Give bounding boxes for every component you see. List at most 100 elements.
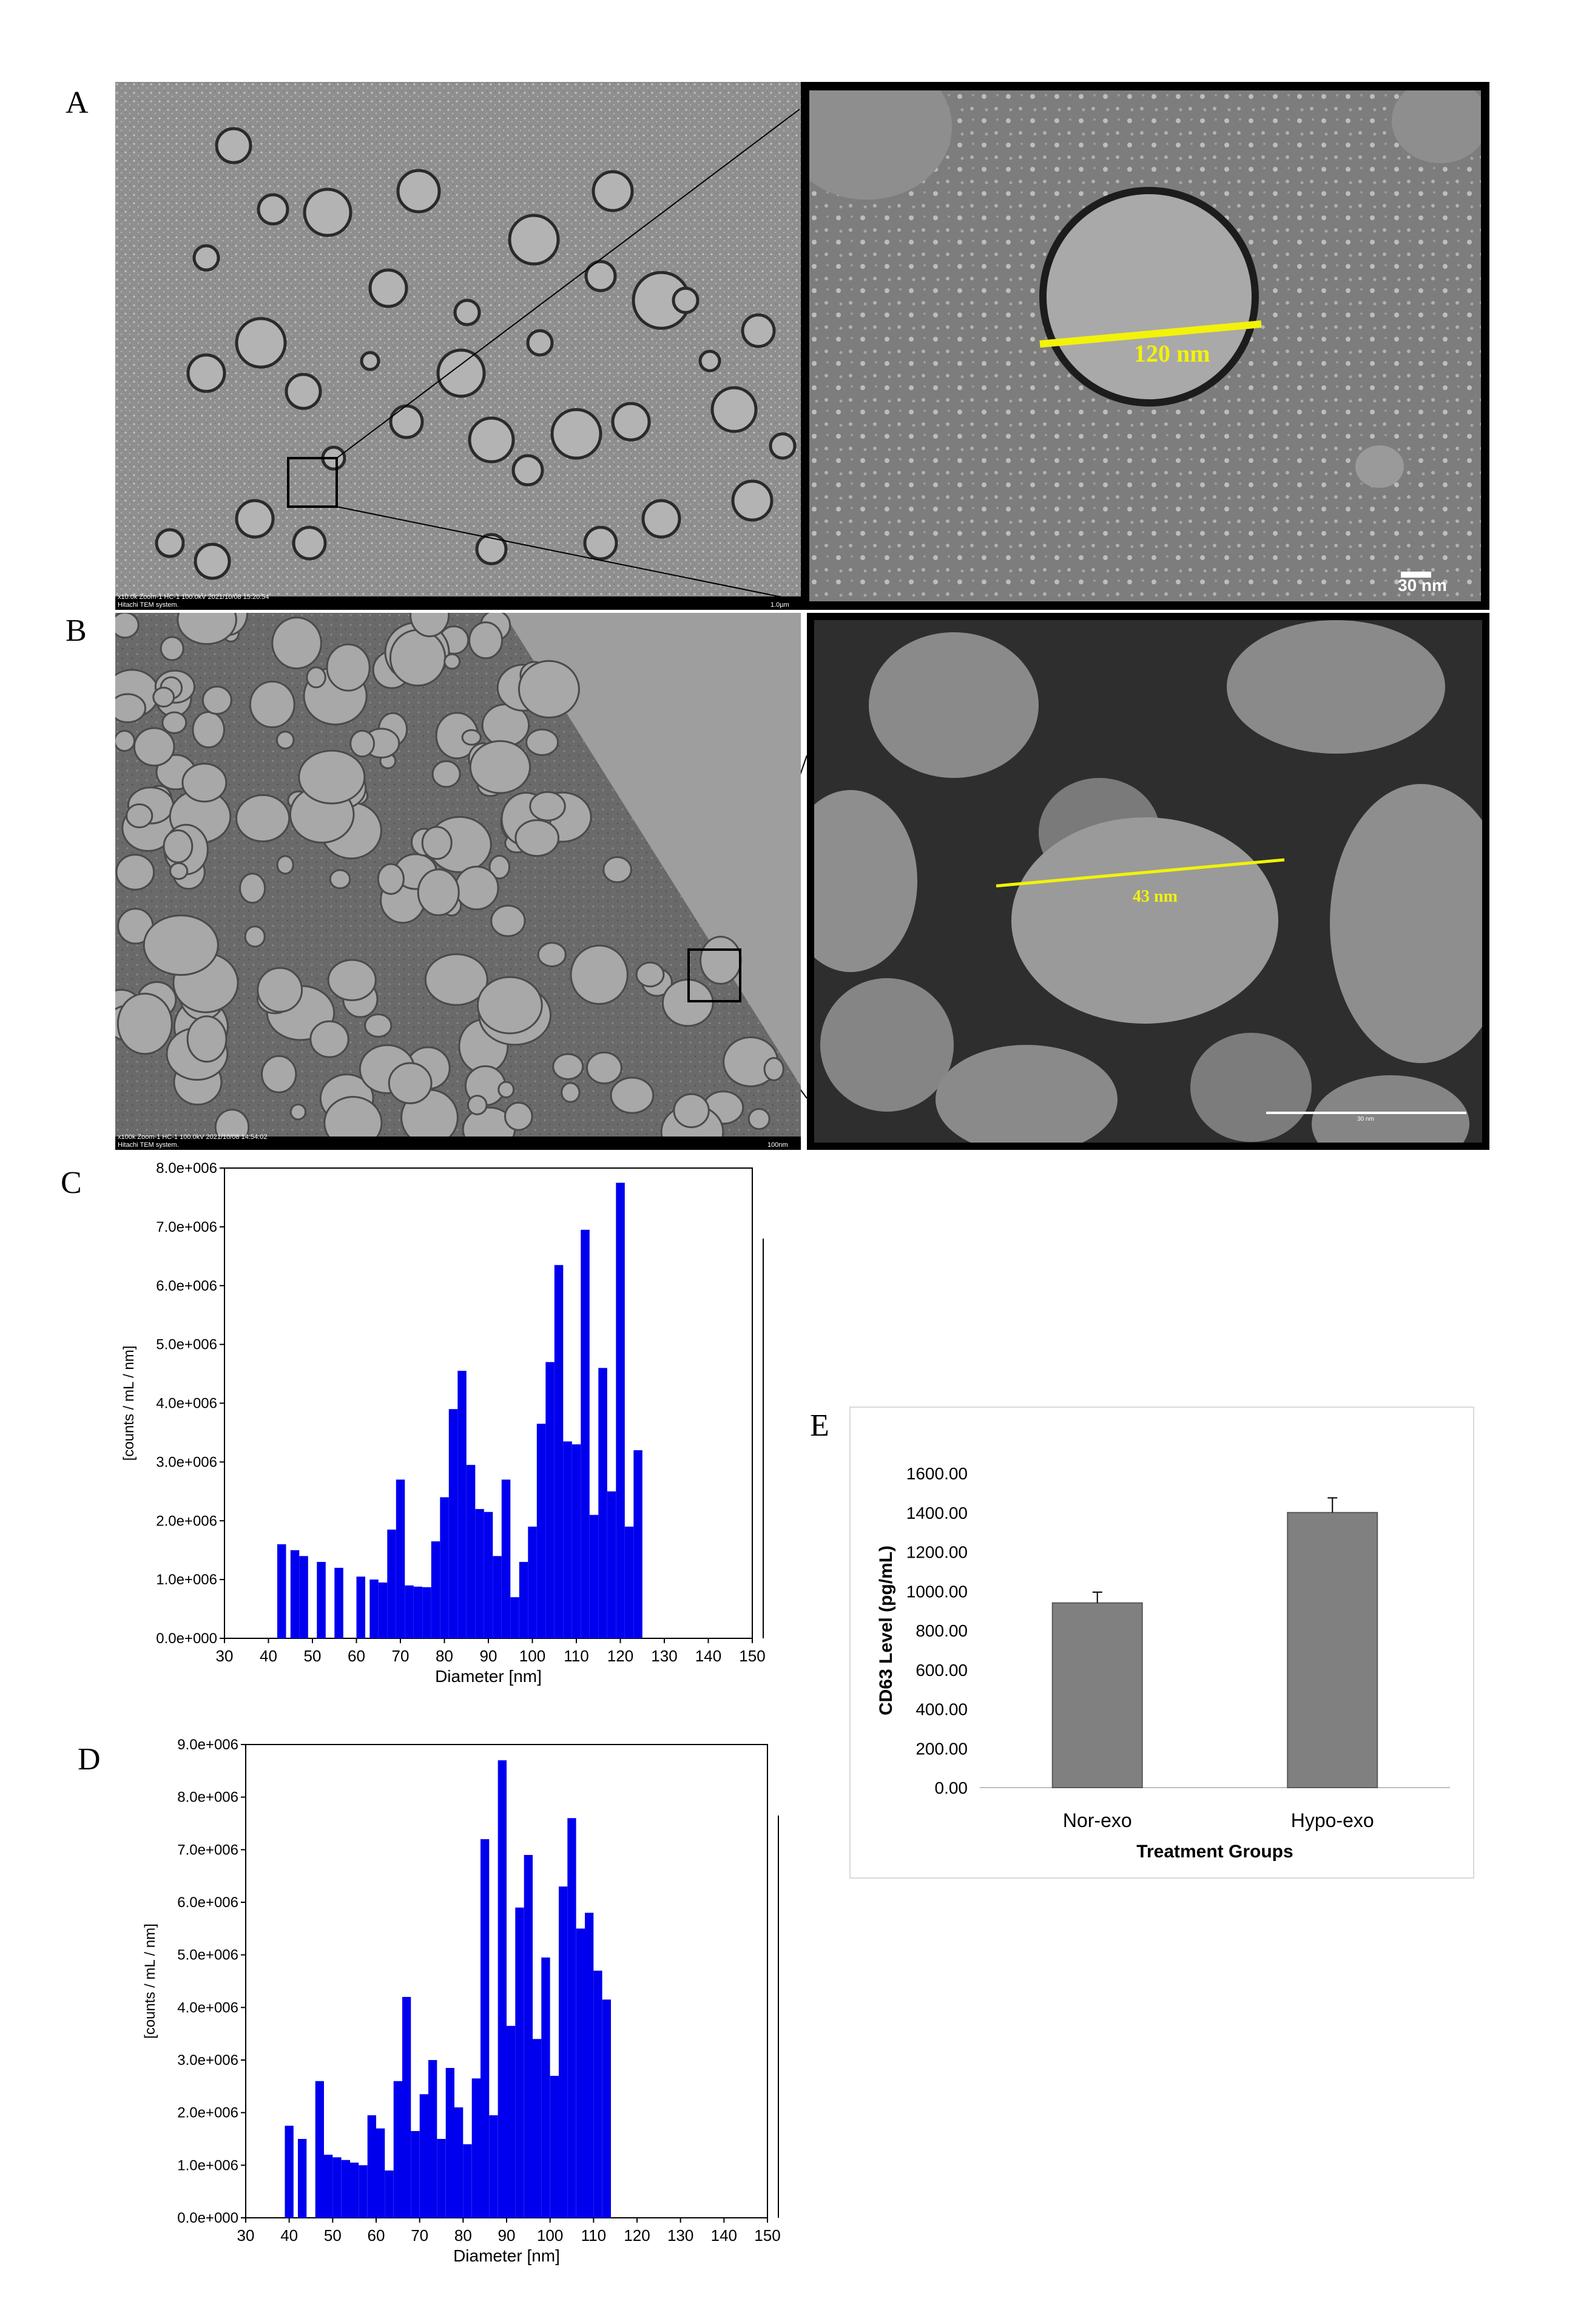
chart-d-xtick-label-0: 30 bbox=[237, 2226, 255, 2245]
vesicle-b-169 bbox=[306, 666, 326, 689]
vesicle-b-166 bbox=[244, 925, 266, 948]
vesicle-b-70 bbox=[161, 711, 187, 734]
vesicle-a-26 bbox=[292, 525, 327, 561]
vesicle-b-167 bbox=[388, 1062, 433, 1104]
chart-e-ytick-label-3: 600.00 bbox=[915, 1661, 968, 1680]
tem-scalebar-a-label: 1.0µm bbox=[770, 601, 789, 609]
chart-d-ytick-label-8: 8.0e+006 bbox=[177, 1789, 238, 1806]
vesicle-a-3 bbox=[303, 187, 352, 237]
chart-d-bar-11 bbox=[393, 2081, 402, 2218]
chart-d-bar-17 bbox=[445, 2068, 454, 2218]
chart-c-xtick-label-12: 150 bbox=[739, 1647, 765, 1665]
chart-d-bar-27 bbox=[533, 2039, 542, 2218]
panel-label-c: C bbox=[61, 1166, 82, 1200]
chart-c-bar-25 bbox=[536, 1424, 546, 1638]
chart-d-xtick-label-9: 120 bbox=[624, 2226, 650, 2245]
chart-c-xtick-label-9: 120 bbox=[607, 1647, 633, 1665]
measure-label-b: 43 nm bbox=[1133, 887, 1178, 906]
vesicle-a-24 bbox=[583, 525, 618, 561]
chart-d-ytick-label-3: 3.0e+006 bbox=[177, 2052, 238, 2069]
chart-c-bar-9 bbox=[396, 1479, 405, 1638]
chart-e-bar-0 bbox=[1051, 1602, 1143, 1789]
vesicle-b-97 bbox=[467, 1095, 488, 1115]
chart-c-bar-6 bbox=[369, 1579, 379, 1638]
vesicle-b-104 bbox=[514, 819, 560, 857]
chart-d-bar-15 bbox=[428, 2060, 437, 2218]
vesicle-b-87 bbox=[410, 613, 450, 638]
chart-d-bar-9 bbox=[376, 2128, 385, 2218]
chart-e-ytick-label-2: 400.00 bbox=[915, 1700, 968, 1719]
vesicle-a-31 bbox=[526, 329, 554, 357]
vesicle-a-33 bbox=[360, 351, 380, 371]
chart-d-bar-26 bbox=[524, 1855, 533, 2218]
chart-d-ytick-label-7: 7.0e+006 bbox=[177, 1842, 238, 1858]
vesicle-b-86 bbox=[443, 653, 461, 670]
vesicle-a-0 bbox=[215, 127, 252, 164]
vesicle-a-13 bbox=[186, 353, 226, 393]
chart-d-bar-25 bbox=[515, 1907, 524, 2218]
chart-c-xtick-label-2: 50 bbox=[304, 1647, 322, 1665]
chart-d-bar-14 bbox=[419, 2094, 428, 2218]
chart-d-xtick-label-10: 130 bbox=[667, 2226, 693, 2245]
vesicle-b-67 bbox=[602, 856, 632, 883]
vesicle-b-154 bbox=[586, 1052, 622, 1084]
chart-d-bar-8 bbox=[367, 2115, 376, 2218]
vesicle-a-18 bbox=[511, 454, 544, 487]
vesicle-b-132 bbox=[181, 763, 228, 803]
vesicle-b-29 bbox=[552, 1053, 584, 1080]
chart-d-bar-0 bbox=[285, 2126, 294, 2218]
chart-c-bar-22 bbox=[510, 1597, 519, 1638]
panel-label-b: B bbox=[66, 613, 87, 648]
vesicle-a-4 bbox=[396, 169, 441, 214]
chart-d-bar-16 bbox=[437, 2139, 446, 2218]
vesicle-b-5 bbox=[488, 854, 511, 880]
chart-d-bar-30 bbox=[559, 1887, 568, 2218]
panel-label-a: A bbox=[66, 86, 89, 120]
chart-c-bar-15 bbox=[448, 1409, 458, 1638]
vesicle-a-28 bbox=[194, 542, 231, 580]
chart-d-bar-4 bbox=[332, 2157, 342, 2218]
vesicle-a-5 bbox=[368, 268, 408, 308]
vesicle-b-106 bbox=[635, 961, 665, 988]
chart-d-xtick-label-2: 50 bbox=[324, 2226, 342, 2245]
vesicle-b-124 bbox=[177, 613, 237, 645]
chart-e-ytick-label-0: 0.00 bbox=[935, 1778, 968, 1797]
vesicle-b-117 bbox=[364, 1013, 393, 1038]
chart-c-bar-28 bbox=[563, 1441, 572, 1638]
vesicle-a-32 bbox=[453, 299, 481, 326]
chart-c-bar-32 bbox=[598, 1368, 607, 1638]
chart-c-bar-17 bbox=[466, 1465, 476, 1638]
chart-c-xtick-label-1: 40 bbox=[260, 1647, 277, 1665]
panel-label-e: E bbox=[810, 1408, 829, 1443]
chart-d-bar-5 bbox=[341, 2160, 350, 2218]
chart-d-bar-35 bbox=[602, 1999, 611, 2218]
chart-c-xlabel: Diameter [nm] bbox=[435, 1667, 542, 1686]
vesicle-b-54 bbox=[239, 873, 266, 904]
vesicle-b-134 bbox=[249, 680, 295, 728]
chart-c-ytick-label-5: 5.0e+006 bbox=[156, 1337, 217, 1353]
chart-c-xtick-label-11: 140 bbox=[695, 1647, 721, 1665]
vesicle-a-25 bbox=[475, 533, 508, 566]
chart-c-bar-2 bbox=[299, 1556, 308, 1638]
vesicle-b-81 bbox=[275, 731, 295, 750]
chart-c-ytick-label-2: 2.0e+006 bbox=[156, 1513, 217, 1529]
vesicle-b-165 bbox=[186, 1015, 228, 1063]
chart-c-xtick-label-7: 100 bbox=[519, 1647, 545, 1665]
vesicle-b-153 bbox=[537, 942, 567, 968]
vesicle-b-89 bbox=[763, 1057, 784, 1081]
chart-d-bar-10 bbox=[385, 2170, 394, 2218]
tem-metadata-b-line2: Hitachi TEM system. bbox=[118, 1141, 179, 1149]
chart-c-xtick-label-0: 30 bbox=[216, 1647, 234, 1665]
vesicle-b-146 bbox=[201, 686, 232, 715]
vesicle-b-24 bbox=[289, 1103, 307, 1121]
vesicle-a-6 bbox=[508, 214, 560, 266]
vesicle-a-23 bbox=[641, 499, 681, 539]
vesicle-b-12 bbox=[261, 1055, 297, 1093]
vesicle-a-1 bbox=[257, 193, 289, 226]
measure-label-a: 120 nm bbox=[1134, 340, 1210, 367]
vesicle-b-160 bbox=[561, 1082, 581, 1103]
vesicle-a-10 bbox=[592, 170, 634, 212]
tem-scalebar-b-label: 100nm bbox=[767, 1141, 788, 1149]
vesicle-b-91 bbox=[497, 1081, 515, 1098]
vesicle-a-22 bbox=[731, 479, 774, 522]
